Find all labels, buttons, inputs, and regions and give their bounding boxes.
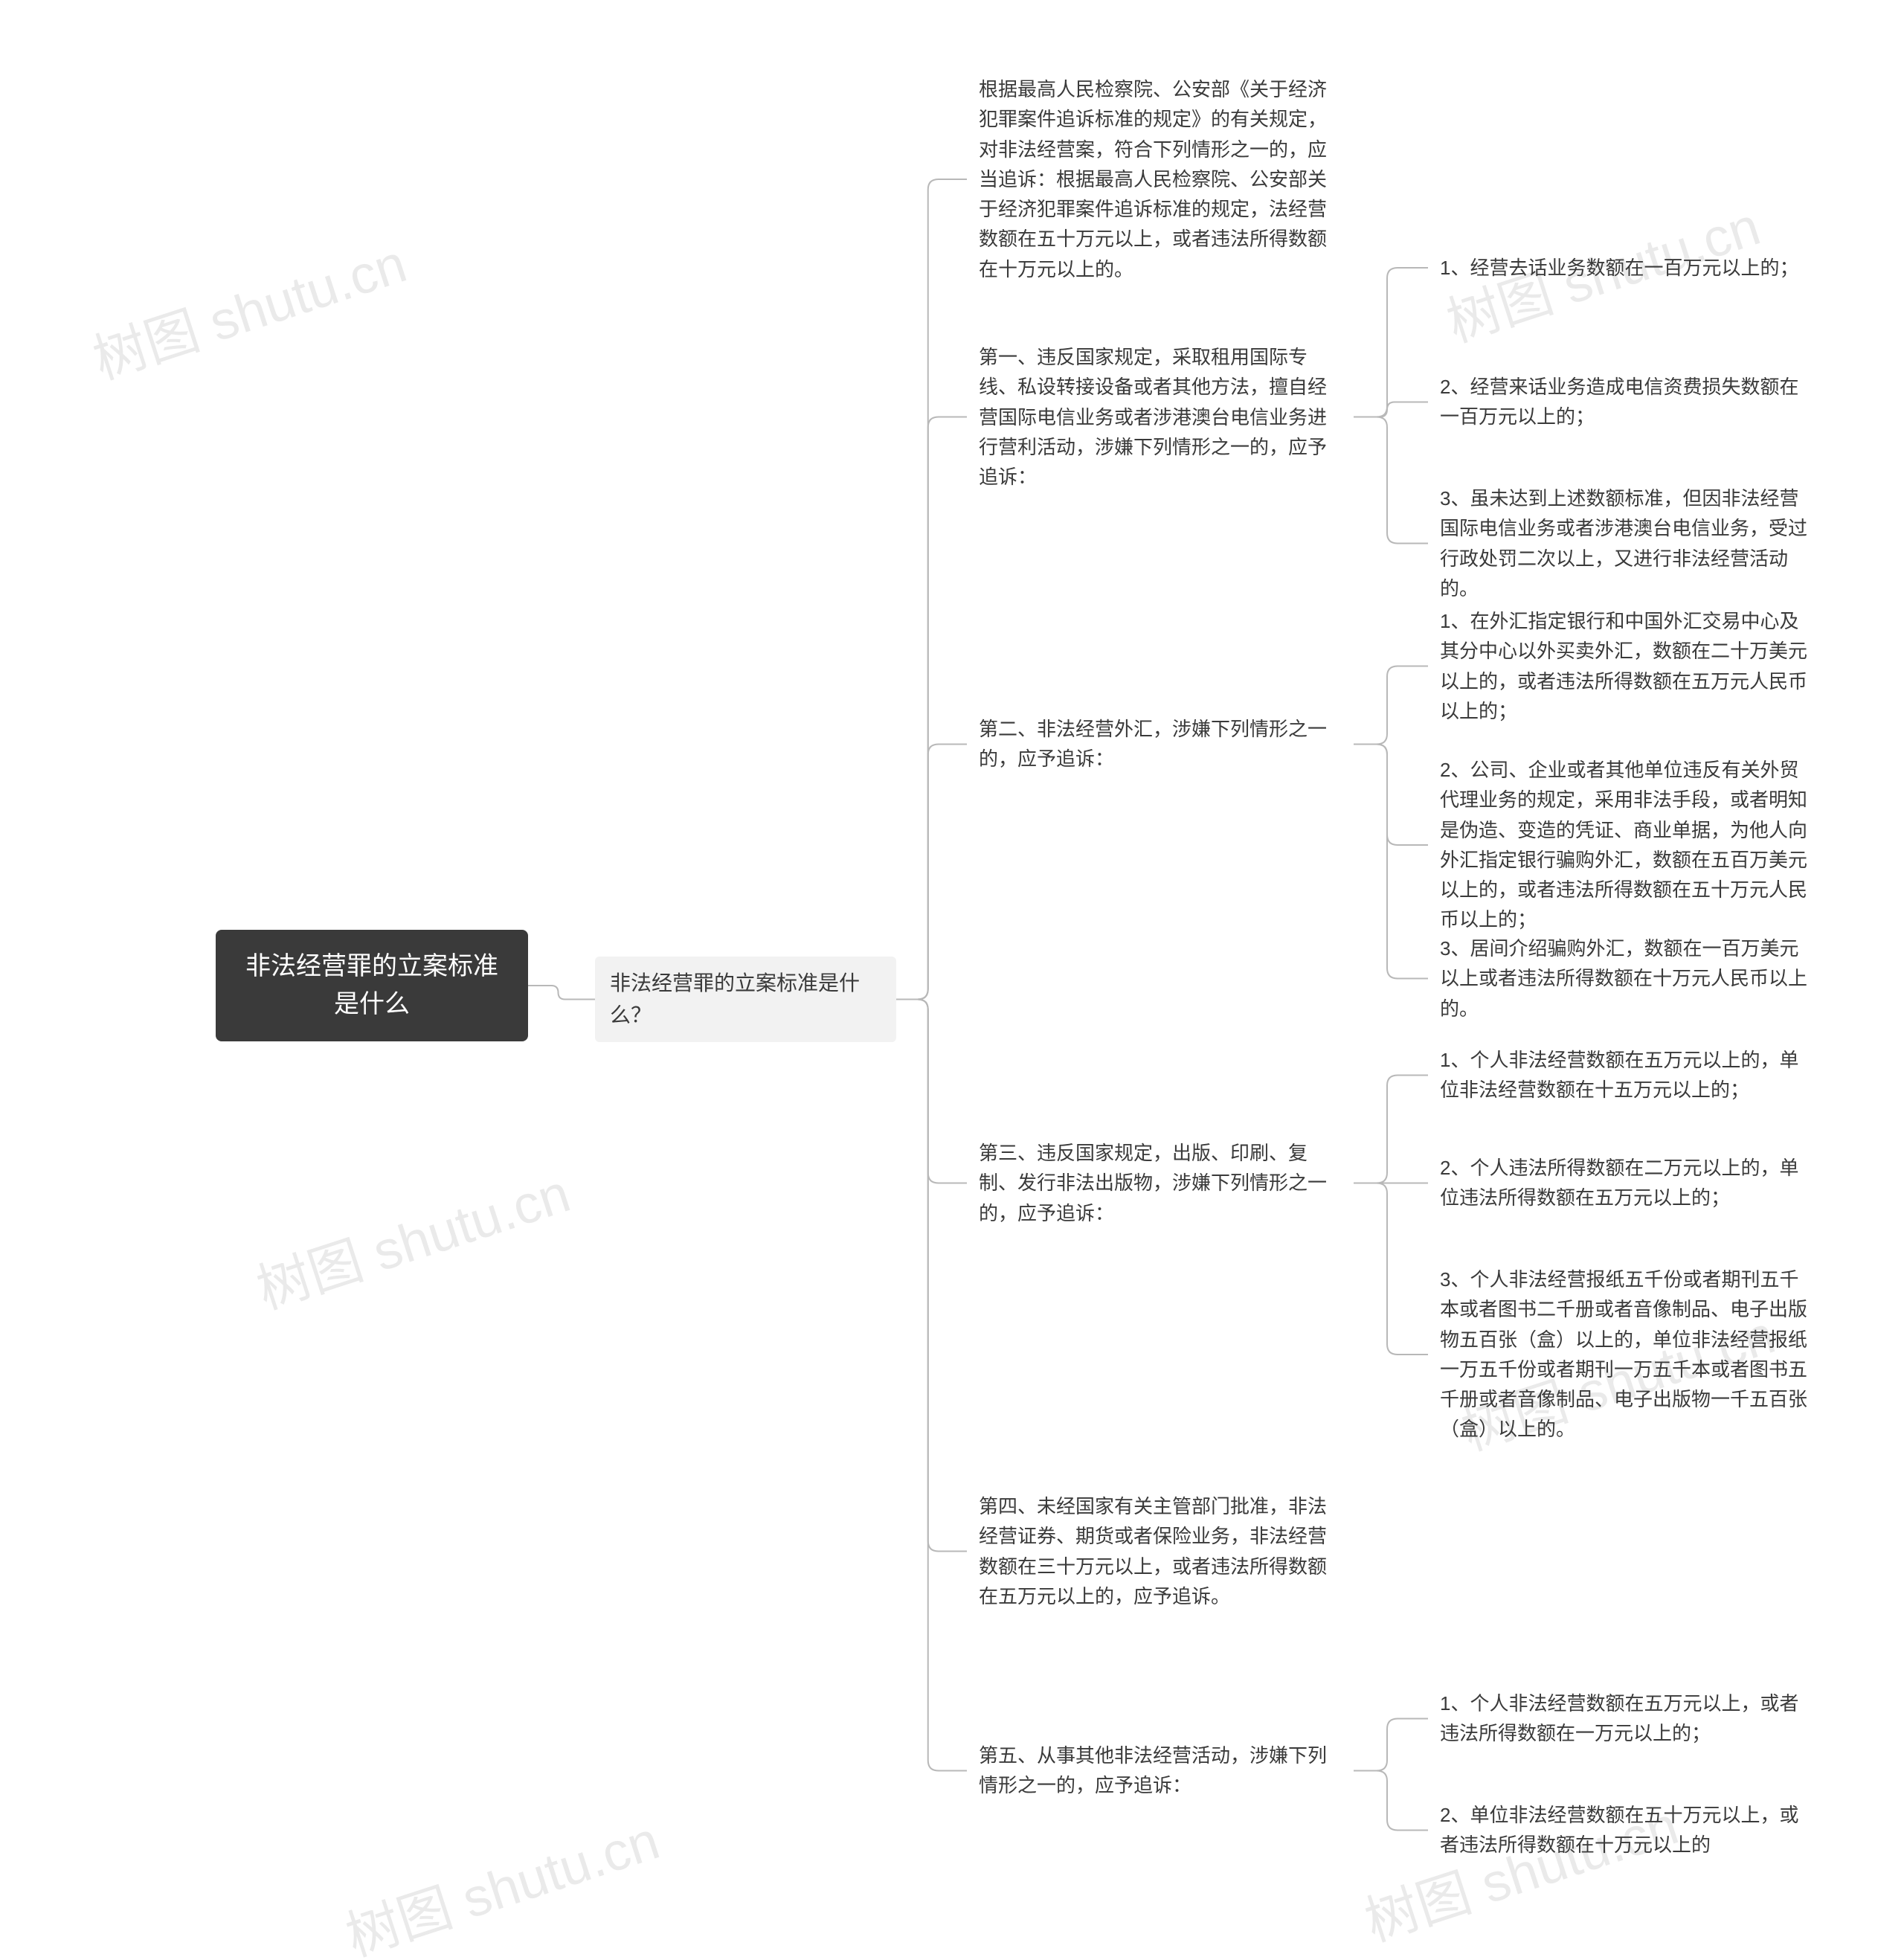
mindmap-node-l2_5[interactable]: 第四、未经国家有关主管部门批准，非法经营证券、期货或者保险业务，非法经营数额在三… bbox=[967, 1484, 1354, 1619]
connector bbox=[896, 1000, 967, 1183]
mindmap-node-l3_4_3[interactable]: 3、个人非法经营报纸五千份或者期刊五千本或者图书二千册或者音像制品、电子出版物五… bbox=[1428, 1257, 1822, 1452]
mindmap-node-root[interactable]: 非法经营罪的立案标准是什么 bbox=[216, 930, 528, 1041]
mindmap-node-l3_3_1[interactable]: 1、在外汇指定银行和中国外汇交易中心及其分中心以外买卖外汇，数额在二十万美元以上… bbox=[1428, 599, 1822, 733]
watermark: 树图 shutu.cn bbox=[245, 1149, 578, 1324]
connector bbox=[528, 986, 595, 1000]
mindmap-node-l3_6_1[interactable]: 1、个人非法经营数额在五万元以上，或者违法所得数额在一万元以上的； bbox=[1428, 1681, 1822, 1756]
connector bbox=[1354, 666, 1428, 745]
connector bbox=[896, 1000, 967, 1771]
mindmap-node-l2_3[interactable]: 第二、非法经营外汇，涉嫌下列情形之一的，应予追诉： bbox=[967, 707, 1354, 782]
mindmap-node-l2_2[interactable]: 第一、违反国家规定，采取租用国际专线、私设转接设备或者其他方法，擅自经营国际电信… bbox=[967, 335, 1354, 499]
mindmap-node-l3_4_2[interactable]: 2、个人违法所得数额在二万元以上的，单位违法所得数额在五万元以上的； bbox=[1428, 1146, 1822, 1221]
connector bbox=[896, 179, 967, 1000]
mindmap-node-l2_6[interactable]: 第五、从事其他非法经营活动，涉嫌下列情形之一的，应予追诉： bbox=[967, 1733, 1354, 1808]
mindmap-node-l2_4[interactable]: 第三、违反国家规定，出版、印刷、复制、发行非法出版物，涉嫌下列情形之一的，应予追… bbox=[967, 1131, 1354, 1236]
connector bbox=[1354, 1076, 1428, 1183]
mindmap-node-l3_2_3[interactable]: 3、虽未达到上述数额标准，但因非法经营国际电信业务或者涉港澳台电信业务，受过行政… bbox=[1428, 476, 1822, 611]
connector bbox=[896, 745, 967, 1000]
connector bbox=[1354, 402, 1428, 417]
mindmap-node-l3_4_1[interactable]: 1、个人非法经营数额在五万元以上的，单位非法经营数额在十五万元以上的； bbox=[1428, 1038, 1822, 1113]
mindmap-node-l3_2_1[interactable]: 1、经营去话业务数额在一百万元以上的； bbox=[1428, 245, 1822, 290]
watermark: 树图 shutu.cn bbox=[335, 1796, 667, 1960]
connector bbox=[1354, 745, 1428, 846]
mindmap-node-l1[interactable]: 非法经营罪的立案标准是什么？ bbox=[595, 957, 896, 1042]
connector bbox=[1354, 1771, 1428, 1831]
connector bbox=[1354, 268, 1428, 417]
mindmap-node-l3_2_2[interactable]: 2、经营来话业务造成电信资费损失数额在一百万元以上的； bbox=[1428, 364, 1822, 440]
connector bbox=[1354, 745, 1428, 979]
mindmap-canvas: 树图 shutu.cn树图 shutu.cn树图 shutu.cn树图 shut… bbox=[0, 0, 1904, 1960]
connector bbox=[896, 1000, 967, 1552]
watermark: 树图 shutu.cn bbox=[82, 219, 414, 394]
connector bbox=[1354, 1183, 1428, 1355]
connector bbox=[1354, 417, 1428, 544]
connector bbox=[896, 417, 967, 1000]
mindmap-node-l2_1[interactable]: 根据最高人民检察院、公安部《关于经济犯罪案件追诉标准的规定》的有关规定，对非法经… bbox=[967, 67, 1354, 292]
mindmap-node-l3_3_2[interactable]: 2、公司、企业或者其他单位违反有关外贸代理业务的规定，采用非法手段，或者明知是伪… bbox=[1428, 748, 1822, 942]
connector bbox=[1354, 1719, 1428, 1771]
mindmap-node-l3_3_3[interactable]: 3、居间介绍骗购外汇，数额在一百万美元以上或者违法所得数额在十万元人民币以上的。 bbox=[1428, 926, 1822, 1031]
mindmap-node-l3_6_2[interactable]: 2、单位非法经营数额在五十万元以上，或者违法所得数额在十万元以上的 bbox=[1428, 1793, 1822, 1868]
